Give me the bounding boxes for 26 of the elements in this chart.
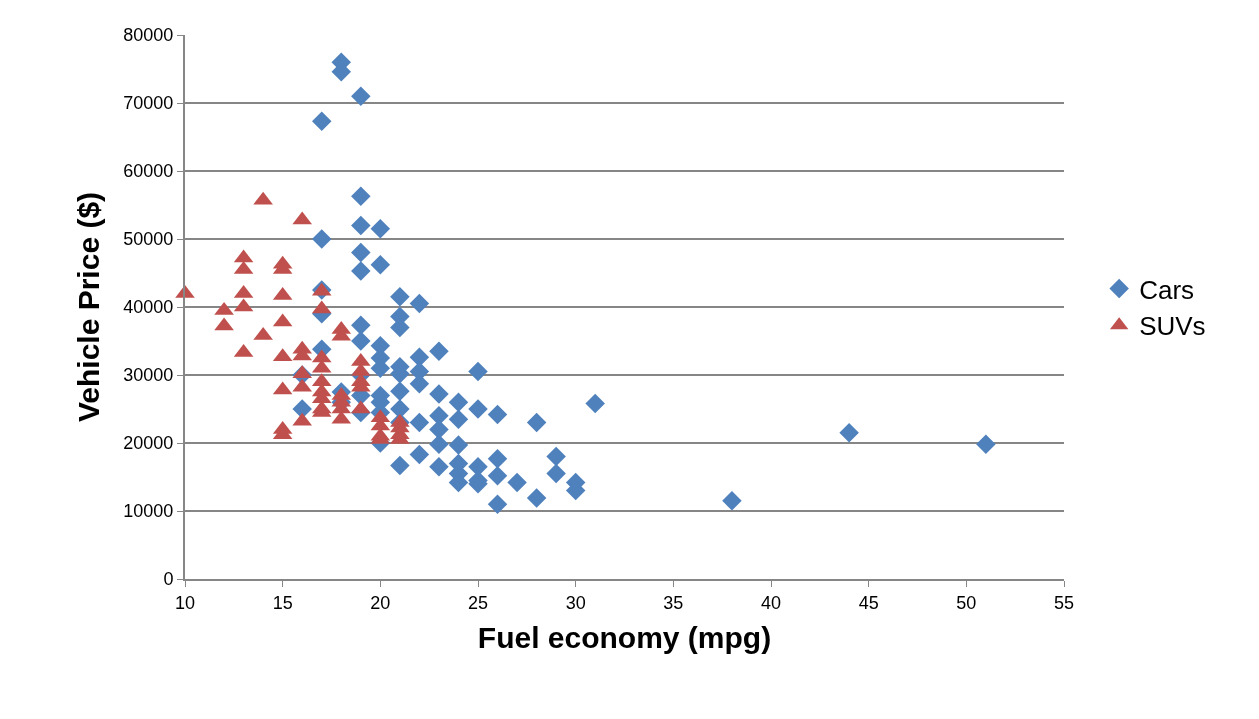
x-tick-label: 25 (467, 592, 489, 613)
y-tick-label: 70000 (123, 93, 174, 114)
point (253, 191, 273, 205)
x-tick-label: 45 (858, 592, 879, 613)
y-axis-title: Vehicle Price ($) (71, 191, 105, 423)
y-tick-label: 0 (163, 569, 174, 590)
x-tick-label: 10 (174, 592, 196, 613)
y-tick-label: 30000 (123, 365, 174, 386)
x-tick-label: 40 (760, 592, 782, 613)
x-tick-label: 35 (663, 592, 684, 613)
y-tick-label: 10000 (123, 501, 174, 522)
x-tick-label: 50 (956, 592, 977, 613)
x-tick-label: 30 (565, 592, 586, 613)
y-tick-label: 40000 (123, 297, 174, 318)
y-tick-label: 50000 (123, 229, 174, 250)
legend-label: Cars (1139, 274, 1195, 305)
x-axis-title: Fuel economy (mpg) (477, 620, 772, 654)
x-tick-label: 55 (1053, 592, 1075, 613)
y-tick-label: 20000 (123, 433, 174, 454)
x-tick-label: 15 (272, 592, 293, 613)
legend-label: SUVs (1139, 311, 1206, 342)
y-tick-label: 60000 (123, 161, 174, 182)
y-tick-label: 80000 (123, 25, 174, 46)
point (214, 317, 234, 331)
point (214, 301, 234, 315)
x-tick-label: 20 (370, 592, 391, 613)
